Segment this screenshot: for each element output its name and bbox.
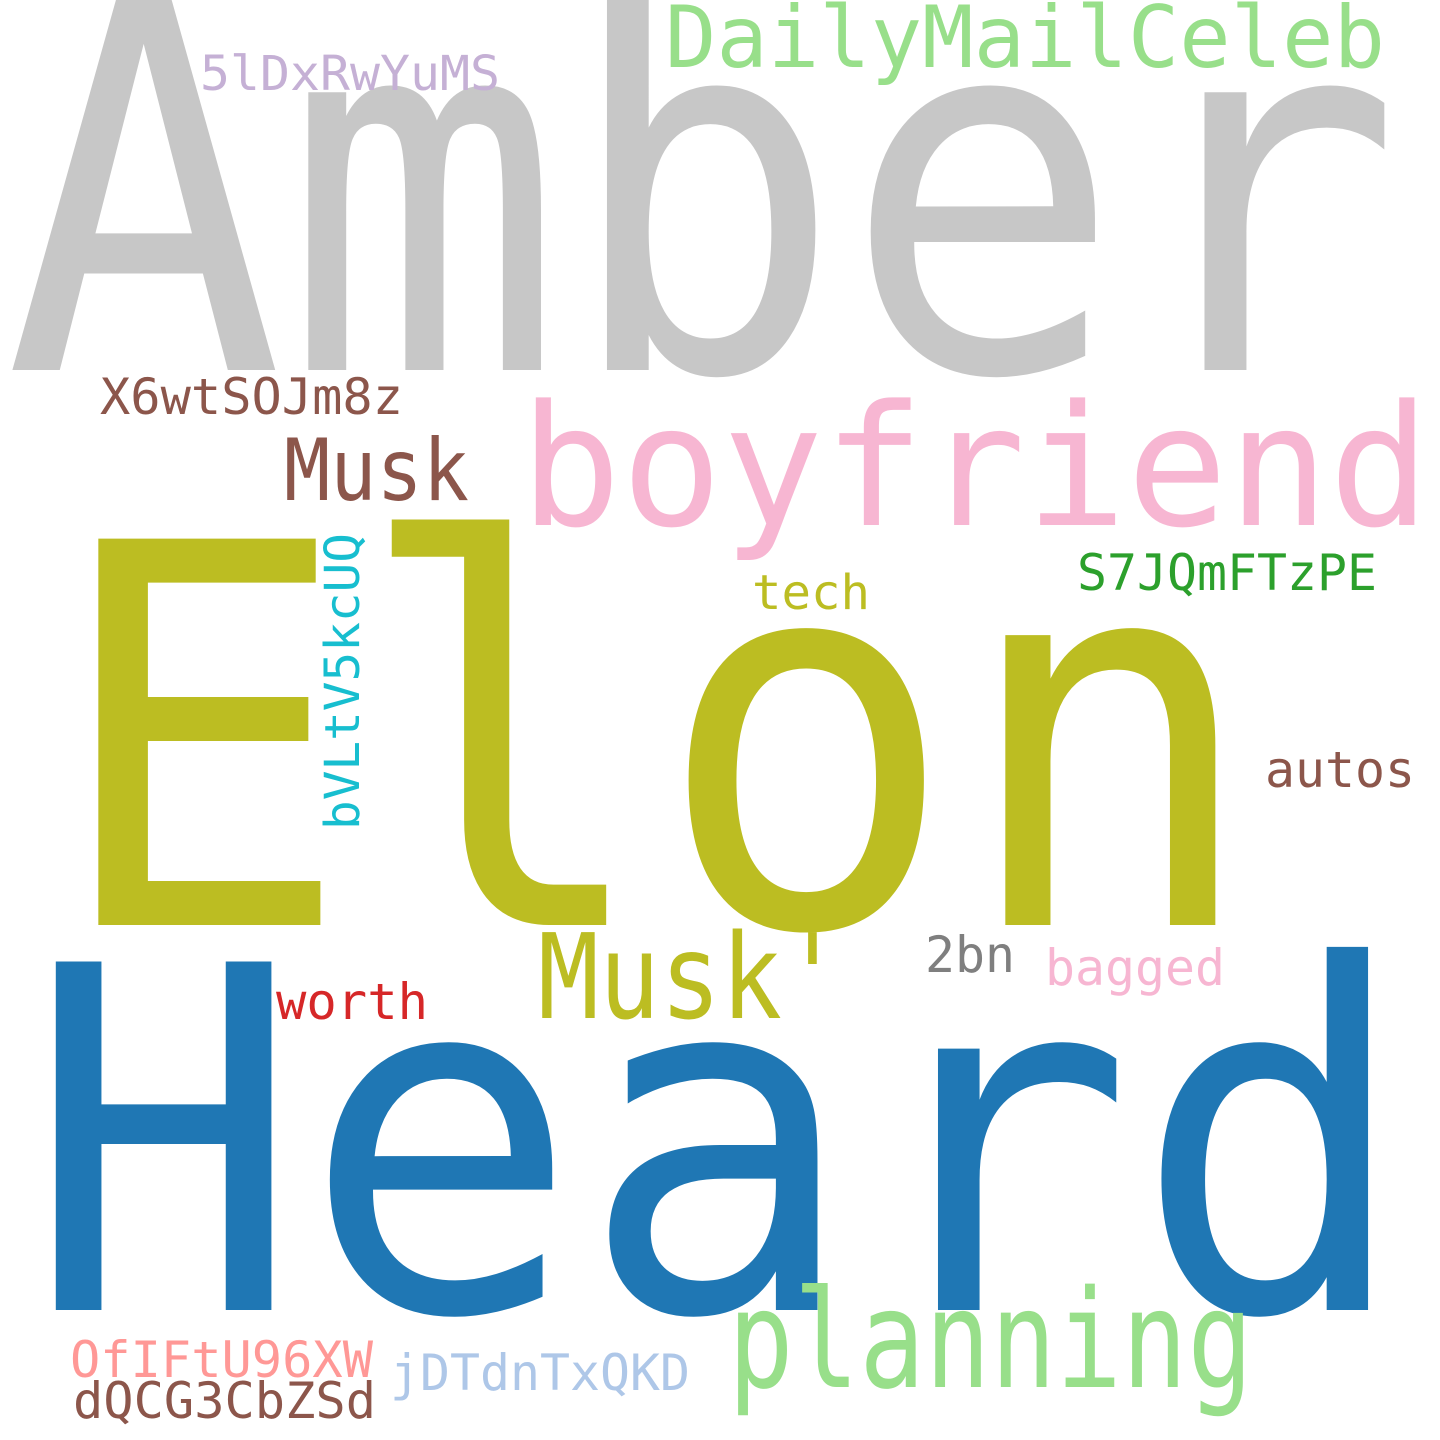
word-musk-apostrophe: Musk' (538, 908, 843, 1046)
word-2bn: 2bn (925, 926, 1015, 984)
word-heard: Heard (25, 866, 1411, 1423)
word-worth: worth (276, 973, 428, 1031)
word-planning: planning (728, 1262, 1253, 1420)
word-5ldxrwyums: 5lDxRwYuMS (200, 46, 500, 102)
word-elon: Elon (50, 433, 1260, 1050)
word-boyfriend: boyfriend (520, 369, 1430, 565)
word-s7jqmftzpe: S7JQmFTzPE (1077, 544, 1377, 602)
word-x6wtsojm8z: X6wtSOJm8z (100, 368, 403, 426)
word-bvltv5kcuq: bVLtV5kcUQ (315, 533, 371, 830)
word-jdtdntxqkd: jDTdnTxQKD (390, 1344, 690, 1402)
word-amber: Amber (4, 0, 1402, 490)
word-autos: autos (1265, 741, 1415, 799)
word-ofiftu96xw: OfIFtU96XW (70, 1331, 374, 1389)
word-dqcg3cbzsd: dQCG3CbZSd (73, 1372, 376, 1430)
word-tech: tech (752, 565, 870, 621)
word-daily-mail-celeb: DailyMailCeleb (665, 0, 1385, 88)
word-bagged: bagged (1045, 939, 1225, 997)
word-musk: Musk (284, 421, 469, 521)
